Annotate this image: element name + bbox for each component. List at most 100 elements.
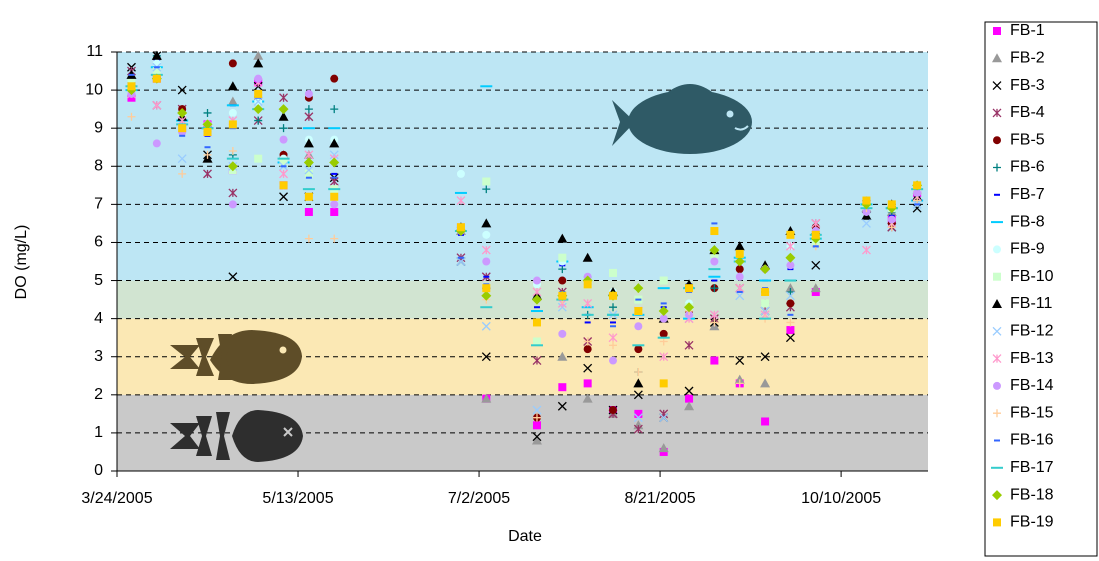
x-tick-label: 10/10/2005 — [801, 490, 881, 507]
marker-diamond — [278, 104, 289, 115]
marker-square — [993, 272, 1001, 281]
marker-circle — [456, 169, 465, 178]
marker-triangle — [684, 401, 695, 411]
marker-diamond — [684, 302, 695, 313]
marker-star — [735, 283, 745, 293]
marker-circle — [609, 406, 618, 415]
marker-star — [608, 333, 618, 343]
marker-square — [761, 299, 770, 308]
marker-square — [330, 192, 339, 201]
band-layer — [117, 52, 928, 471]
y-tick-label: 9 — [94, 119, 103, 136]
marker-star — [481, 245, 491, 255]
marker-circle — [152, 59, 161, 68]
dead-fish-icon — [170, 410, 303, 462]
marker-triangle — [531, 435, 542, 445]
y-tick-label: 8 — [94, 157, 103, 174]
marker-diamond — [785, 252, 796, 263]
marker-circle — [609, 356, 618, 365]
marker-square — [178, 124, 187, 133]
marker-circle — [558, 276, 567, 285]
marker-square — [761, 417, 770, 426]
marker-triangle — [992, 53, 1002, 63]
legend-entry: FB-9 — [993, 241, 1045, 258]
marker-diamond — [531, 294, 542, 305]
marker-star — [329, 177, 339, 186]
marker-circle — [228, 59, 237, 68]
marker-circle — [659, 329, 668, 338]
marker-circle — [532, 276, 541, 285]
marker-plus — [609, 303, 618, 312]
marker-square — [583, 379, 592, 388]
y-tick-label: 5 — [94, 272, 103, 289]
legend-label: FB-19 — [1010, 514, 1054, 531]
marker-square — [634, 307, 643, 316]
marker-square — [710, 356, 719, 365]
marker-triangle — [582, 252, 593, 262]
marker-square — [127, 82, 136, 91]
marker-plus — [710, 318, 719, 327]
marker-triangle — [557, 233, 568, 243]
marker-x — [912, 203, 922, 213]
marker-triangle — [253, 50, 264, 60]
marker-plus — [786, 318, 795, 327]
marker-diamond — [658, 306, 669, 317]
marker-x — [228, 272, 238, 282]
marker-square — [786, 326, 795, 335]
marker-square — [659, 276, 668, 285]
marker-x — [456, 257, 466, 266]
marker-square — [228, 120, 237, 129]
y-tick-label: 6 — [94, 234, 103, 251]
marker-diamond — [202, 119, 213, 130]
legend-entry: FB-15 — [993, 404, 1054, 421]
legend-entry: FB-18 — [992, 486, 1054, 503]
marker-star — [228, 188, 238, 198]
y-tick-label: 3 — [94, 348, 103, 365]
legend-label: FB-3 — [1010, 77, 1045, 94]
marker-star — [633, 424, 643, 434]
marker-square — [279, 158, 288, 167]
marker-square — [609, 268, 618, 277]
marker-circle — [710, 257, 719, 266]
marker-x — [684, 386, 694, 396]
marker-x — [633, 413, 643, 423]
threshold-band — [117, 280, 928, 319]
marker-square — [203, 127, 212, 136]
legend-label: FB-5 — [1010, 131, 1045, 148]
marker-x — [811, 260, 821, 270]
marker-square — [634, 409, 643, 418]
y-tick-label: 1 — [94, 424, 103, 441]
y-tick-label: 7 — [94, 196, 103, 213]
marker-diamond — [227, 161, 238, 172]
marker-diamond — [760, 264, 771, 275]
marker-plus — [609, 341, 618, 350]
legend-label: FB-9 — [1010, 241, 1045, 258]
marker-x — [992, 81, 1002, 91]
marker-plus — [913, 196, 922, 205]
marker-triangle — [253, 58, 264, 68]
marker-triangle — [227, 81, 238, 91]
marker-plus — [279, 124, 288, 133]
marker-x — [304, 165, 314, 175]
marker-plus — [993, 409, 1001, 418]
marker-triangle — [810, 283, 821, 293]
marker-triangle — [303, 138, 314, 148]
marker-star — [152, 100, 162, 110]
legend-entry: FB-13 — [992, 350, 1054, 367]
marker-circle — [304, 89, 313, 98]
legend-label: FB-15 — [1010, 404, 1054, 421]
legend-entry: FB-8 — [991, 213, 1045, 230]
marker-x — [481, 321, 491, 331]
y-tick-label: 10 — [85, 81, 103, 98]
marker-x — [532, 405, 542, 415]
x-tick-label: 8/21/2005 — [624, 490, 695, 507]
legend-entry: FB-10 — [993, 268, 1054, 285]
healthy-fish-icon — [612, 84, 752, 154]
legend-label: FB-18 — [1010, 486, 1054, 503]
legend-label: FB-11 — [1010, 295, 1052, 312]
marker-x — [861, 218, 871, 228]
marker-circle — [228, 200, 237, 209]
marker-triangle — [278, 111, 289, 121]
